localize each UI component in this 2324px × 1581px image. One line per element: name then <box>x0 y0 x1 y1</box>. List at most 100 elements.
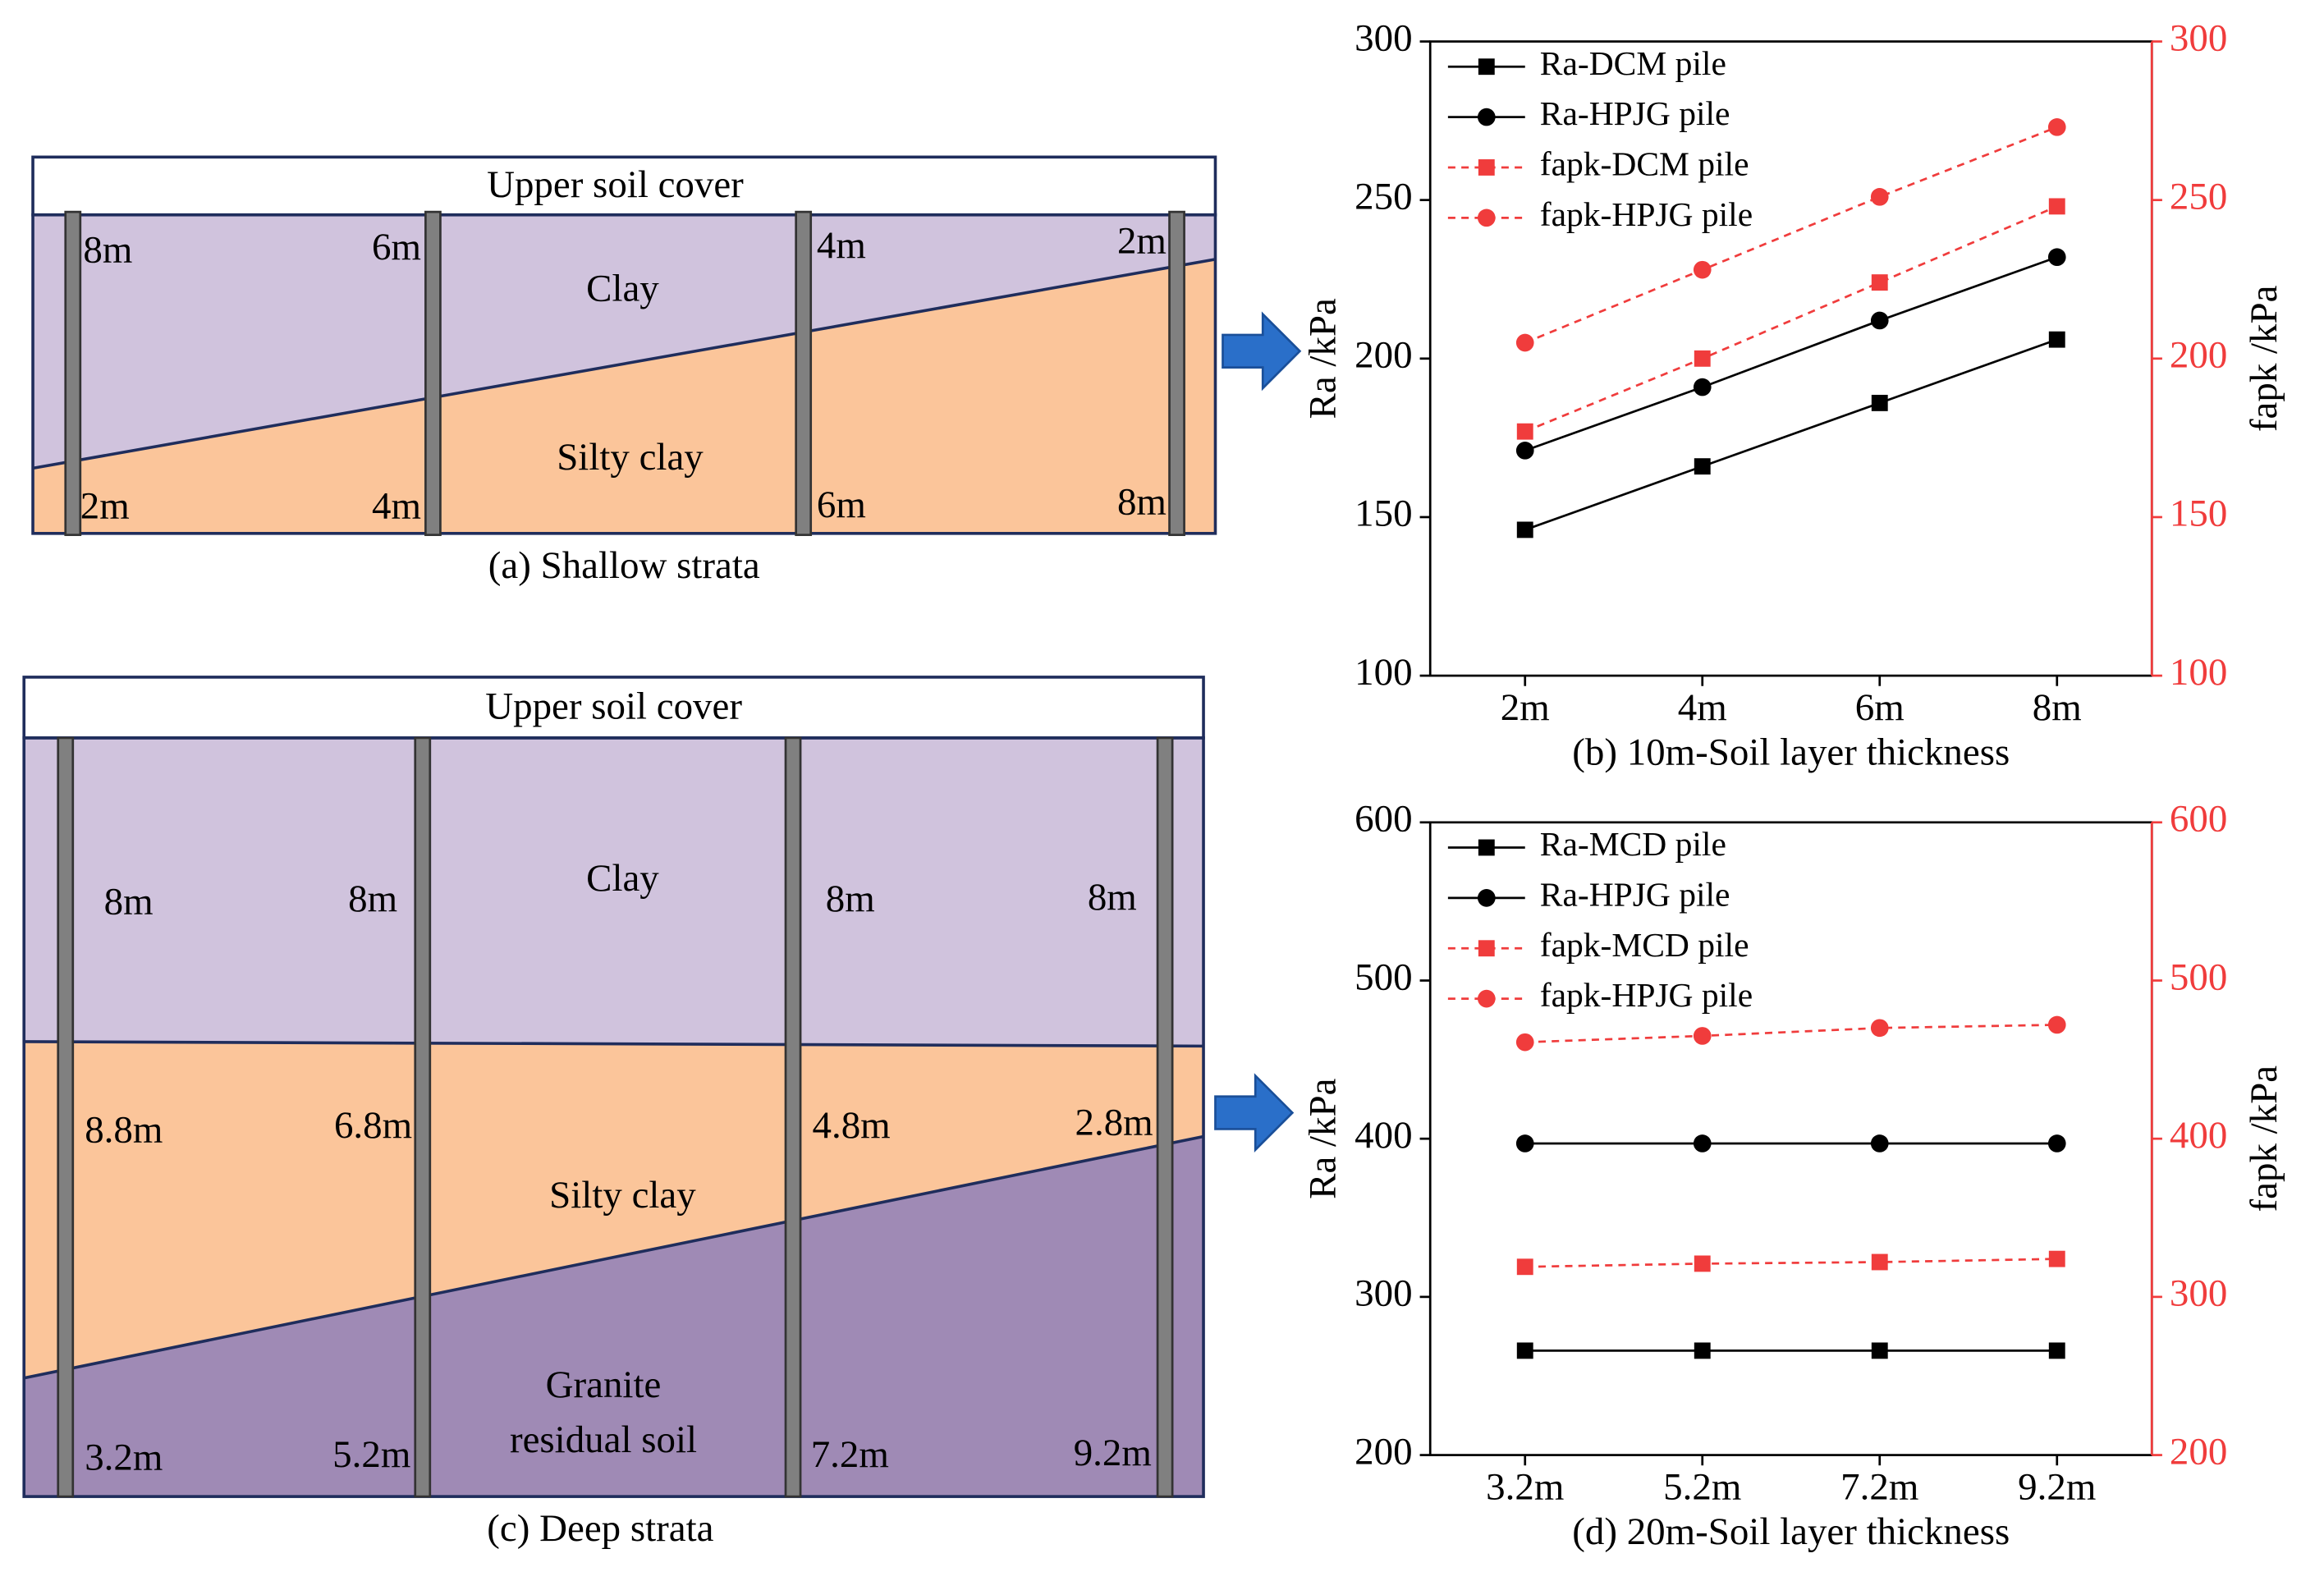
point <box>1478 940 1495 957</box>
thickness-label: 4m <box>372 485 421 528</box>
y-tick-label: 250 <box>1355 175 1412 218</box>
thickness-label: 4m <box>817 224 866 267</box>
point <box>1870 1019 1889 1038</box>
thickness-label: 4.8m <box>813 1104 891 1147</box>
y2-tick-label: 200 <box>2170 1430 2227 1473</box>
thickness-label: 2m <box>80 485 130 528</box>
point <box>1694 1342 1711 1359</box>
thickness-label: 7.2m <box>811 1433 889 1476</box>
point <box>1693 378 1712 396</box>
point <box>2047 1015 2066 1034</box>
legend-label: fapk-HPJG pile <box>1540 195 1753 233</box>
thickness-label: 8.8m <box>85 1109 163 1152</box>
x-tick-label: 9.2m <box>2018 1466 2096 1509</box>
point <box>1516 423 1533 440</box>
caption: (c) Deep strata <box>487 1507 713 1550</box>
point <box>1693 1134 1712 1153</box>
point <box>1515 333 1534 352</box>
layer-label: Clay <box>586 857 659 900</box>
point <box>1516 1342 1533 1359</box>
series-line <box>1524 338 2058 531</box>
y2-tick-label: 150 <box>2170 493 2227 535</box>
y-tick-label: 200 <box>1355 334 1412 377</box>
point <box>1693 260 1712 279</box>
point <box>1515 442 1534 460</box>
y-tick-label: 150 <box>1355 493 1412 535</box>
frame <box>22 736 1205 1498</box>
legend-label: Ra-HPJG pile <box>1540 875 1730 913</box>
thickness-label: 8m <box>826 878 875 920</box>
thickness-label: 6.8m <box>334 1104 412 1147</box>
x-tick-label: 8m <box>2033 686 2082 729</box>
point <box>1477 209 1496 227</box>
point <box>1515 1033 1534 1052</box>
x-tick-label: 3.2m <box>1486 1466 1564 1509</box>
cover-label: Upper soil cover <box>485 685 742 727</box>
thickness-label: 6m <box>817 483 866 526</box>
x-tick-label: 4m <box>1678 686 1727 729</box>
legend-label: Ra-MCD pile <box>1540 825 1726 863</box>
y2-tick-label: 200 <box>2170 334 2227 377</box>
y-tick-label: 500 <box>1355 955 1412 998</box>
point <box>1871 274 1888 291</box>
point <box>2048 1342 2065 1359</box>
series-line <box>1524 126 2058 344</box>
y2-axis-label: fapk /kPa <box>2243 285 2285 432</box>
legend-label: Ra-HPJG pile <box>1540 94 1730 132</box>
y-tick-label: 300 <box>1355 1272 1412 1315</box>
y-tick-label: 600 <box>1355 798 1412 841</box>
pile <box>57 736 75 1498</box>
point <box>1477 108 1496 126</box>
point <box>2048 1250 2065 1267</box>
thickness-label: 2m <box>1117 220 1167 263</box>
thickness-label: 8m <box>348 878 397 920</box>
boundary <box>32 258 1216 470</box>
thickness-label: 8m <box>1117 480 1167 523</box>
layer-label: Granite <box>546 1363 662 1406</box>
y-tick-label: 300 <box>1355 16 1412 59</box>
chart-title: (b) 10m-Soil layer thickness <box>1572 731 2010 773</box>
y2-tick-label: 100 <box>2170 651 2227 694</box>
thickness-label: 6m <box>372 226 421 268</box>
legend-label: Ra-DCM pile <box>1540 44 1726 82</box>
layer-label: Silty clay <box>557 436 704 479</box>
point <box>1871 394 1888 411</box>
point <box>1693 1027 1712 1045</box>
y2-tick-label: 300 <box>2170 1272 2227 1315</box>
point <box>2047 118 2066 136</box>
point <box>1477 889 1496 907</box>
pile <box>1168 210 1185 536</box>
thickness-label: 9.2m <box>1074 1432 1152 1474</box>
pile <box>64 210 82 536</box>
arrow <box>1214 1073 1295 1153</box>
pile <box>1156 736 1174 1498</box>
x-tick-label: 5.2m <box>1663 1466 1741 1509</box>
series-line <box>1524 1258 2057 1268</box>
diagram-a: Upper soil cover Clay Silty clay 8m 6m 4… <box>31 155 1217 587</box>
point <box>2048 198 2065 215</box>
series-line <box>1524 255 2058 452</box>
point <box>1516 1258 1533 1276</box>
legend-label: fapk-MCD pile <box>1540 926 1749 964</box>
y2-tick-label: 300 <box>2170 16 2227 59</box>
chart-title: (d) 20m-Soil layer thickness <box>1572 1510 2010 1553</box>
boundary <box>24 1040 1204 1048</box>
thickness-label: 5.2m <box>332 1433 410 1476</box>
plot-frame <box>1428 40 2153 677</box>
point <box>2048 331 2065 348</box>
caption: (a) Shallow strata <box>488 544 760 587</box>
point <box>1478 839 1495 856</box>
point <box>1694 458 1711 475</box>
cover-label: Upper soil cover <box>487 163 744 206</box>
layer-label: Silty clay <box>549 1174 696 1217</box>
legend-label: fapk-DCM pile <box>1540 145 1749 183</box>
legend-label: fapk-HPJG pile <box>1540 976 1753 1014</box>
point <box>2047 248 2066 267</box>
series-line <box>1524 1024 2057 1044</box>
y-axis-label: Ra /kPa <box>1302 1078 1345 1198</box>
frame <box>31 213 1217 535</box>
point <box>1515 1134 1534 1153</box>
x-tick-label: 2m <box>1501 686 1550 729</box>
arrow <box>1222 311 1302 392</box>
plot-frame <box>1428 821 2153 1456</box>
